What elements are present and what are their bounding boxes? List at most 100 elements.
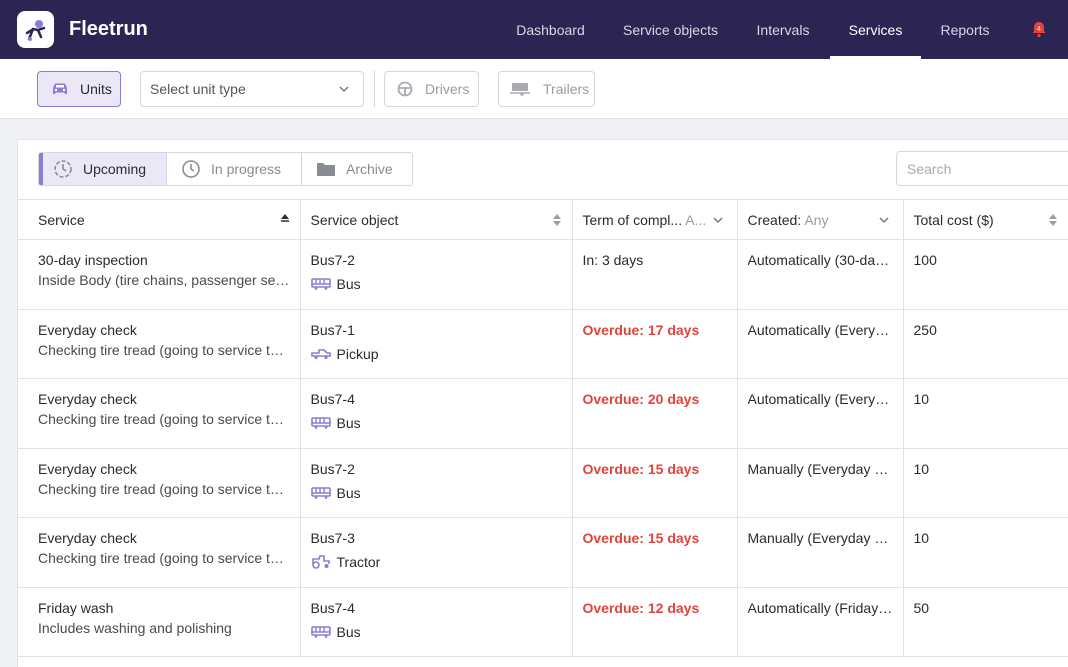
- sort-icon: [552, 214, 561, 226]
- pickup-icon: [310, 348, 331, 359]
- cell-total-cost: 10: [903, 378, 1068, 449]
- service-name: Everyday check: [38, 460, 137, 477]
- services-table-body: 30-day inspection Inside Body (tire chai…: [18, 239, 1068, 657]
- trailers-button[interactable]: Trailers: [498, 71, 595, 107]
- table-row[interactable]: Everyday check Checking tire tread (goin…: [18, 448, 1068, 518]
- service-description: Checking tire tread (going to service to…: [38, 341, 290, 358]
- header-total-cost[interactable]: Total cost ($): [903, 199, 1068, 240]
- cell-service: Everyday check Checking tire tread (goin…: [18, 448, 301, 518]
- brand-name: Fleetrun: [69, 18, 148, 40]
- chevron-down-icon: [878, 217, 889, 224]
- cell-service-object: Bus7-2 Bus: [300, 448, 573, 518]
- tab-in-progress[interactable]: In progress: [167, 153, 302, 185]
- created-value: Manually (Everyday c...: [747, 460, 893, 477]
- bus-icon: [310, 486, 331, 499]
- bell-icon: 4: [1032, 22, 1046, 38]
- service-name: Friday wash: [38, 599, 114, 616]
- created-value: Manually (Everyday c...: [747, 530, 893, 546]
- notifications-button[interactable]: 4: [1030, 20, 1048, 38]
- object-type: Tractor: [311, 554, 562, 570]
- bus-icon: [310, 417, 331, 429]
- table-row[interactable]: 30-day inspection Inside Body (tire chai…: [18, 239, 1068, 310]
- drivers-label: Drivers: [425, 81, 470, 97]
- object-name[interactable]: Bus7-3: [310, 530, 355, 546]
- tab-upcoming[interactable]: Upcoming: [39, 153, 167, 185]
- car-icon: [53, 83, 67, 94]
- table-row[interactable]: Friday wash Includes washing and polishi…: [18, 587, 1068, 657]
- unit-type-select[interactable]: Select unit type: [140, 71, 364, 107]
- nav-intervals[interactable]: Intervals: [756, 21, 810, 38]
- cost-value: 10: [913, 460, 930, 477]
- cell-term: In: 3 days: [572, 239, 738, 310]
- nav-reports[interactable]: Reports: [940, 21, 990, 38]
- drivers-button[interactable]: Drivers: [384, 71, 479, 107]
- object-type-label: Bus: [336, 484, 361, 501]
- header-service-object[interactable]: Service object: [300, 199, 573, 240]
- cell-created: Automatically (Everyd...: [737, 309, 904, 379]
- table-row[interactable]: Everyday check Checking tire tread (goin…: [18, 378, 1068, 449]
- unit-filter-bar: Units Select unit type Drivers Trailers: [0, 59, 1068, 119]
- cell-service: Everyday check Checking tire tread (goin…: [18, 378, 301, 449]
- tab-archive[interactable]: Archive: [302, 153, 412, 185]
- cost-value: 50: [913, 599, 930, 616]
- nav-dashboard[interactable]: Dashboard: [516, 21, 585, 38]
- cell-created: Automatically (Everyd...: [737, 378, 904, 449]
- cost-value: 10: [913, 391, 930, 407]
- object-name[interactable]: Bus7-4: [310, 391, 355, 407]
- header-term-filter-value: A...: [685, 211, 707, 228]
- nav-service-objects[interactable]: Service objects: [623, 21, 718, 38]
- bus-icon: [310, 278, 331, 290]
- cell-term: Overdue: 20 days: [572, 378, 738, 449]
- header-service-object-label: Service object: [310, 211, 399, 228]
- cell-total-cost: 250: [903, 309, 1068, 379]
- cell-service: 30-day inspection Inside Body (tire chai…: [18, 239, 301, 310]
- object-name[interactable]: Bus7-1: [310, 321, 355, 338]
- service-name: Everyday check: [38, 391, 137, 407]
- cost-value: 100: [913, 252, 937, 268]
- cell-total-cost: 100: [903, 239, 1068, 310]
- cell-term: Overdue: 17 days: [572, 309, 738, 379]
- cell-service-object: Bus7-3 Tractor: [300, 517, 573, 588]
- object-name[interactable]: Bus7-2: [310, 460, 355, 477]
- cost-value: 250: [913, 321, 937, 338]
- notification-count: 4: [1037, 26, 1041, 33]
- search-input[interactable]: Search: [896, 151, 1068, 186]
- service-name: Everyday check: [38, 321, 137, 338]
- clock-icon: [182, 160, 200, 178]
- table-row[interactable]: Everyday check Checking tire tread (goin…: [18, 517, 1068, 588]
- app-logo[interactable]: [17, 11, 54, 48]
- header-service[interactable]: Service: [18, 199, 301, 240]
- object-type: Bus: [310, 415, 562, 431]
- tractor-icon: [311, 555, 330, 569]
- object-type: Pickup: [310, 346, 562, 362]
- cell-service: Everyday check Checking tire tread (goin…: [18, 517, 301, 588]
- cell-total-cost: 10: [903, 448, 1068, 518]
- object-type-label: Bus: [336, 623, 361, 640]
- object-type: Bus: [310, 484, 562, 501]
- units-button[interactable]: Units: [37, 71, 121, 107]
- header-term-of-completion[interactable]: Term of compl... A...: [572, 199, 738, 240]
- header-created-label: Created:: [747, 211, 802, 228]
- upcoming-clock-icon: [54, 160, 72, 178]
- object-name[interactable]: Bus7-4: [310, 599, 355, 616]
- service-status-tabs: Upcoming In progress Archive: [38, 152, 413, 186]
- table-row[interactable]: Everyday check Checking tire tread (goin…: [18, 309, 1068, 379]
- service-description: Checking tire tread (going to service to…: [38, 550, 290, 566]
- cell-total-cost: 50: [903, 587, 1068, 657]
- header-created[interactable]: Created: Any: [737, 199, 904, 240]
- trailer-icon: [510, 83, 530, 96]
- sort-icon: [1048, 214, 1057, 226]
- bus-icon: [310, 625, 331, 638]
- cost-value: 10: [913, 530, 930, 546]
- header-created-filter-value: Any: [804, 211, 829, 228]
- cell-service-object: Bus7-4 Bus: [300, 587, 573, 657]
- service-description: Checking tire tread (going to service to…: [38, 480, 290, 497]
- fleetrun-logo-icon: [25, 19, 45, 41]
- tab-in-progress-label: In progress: [211, 161, 282, 177]
- cell-service-object: Bus7-2 Bus: [300, 239, 573, 310]
- unit-type-placeholder: Select unit type: [150, 81, 246, 97]
- created-value: Automatically (Everyd...: [747, 321, 893, 338]
- chevron-down-icon: [339, 86, 349, 93]
- object-name[interactable]: Bus7-2: [310, 252, 355, 268]
- nav-services[interactable]: Services: [830, 0, 921, 59]
